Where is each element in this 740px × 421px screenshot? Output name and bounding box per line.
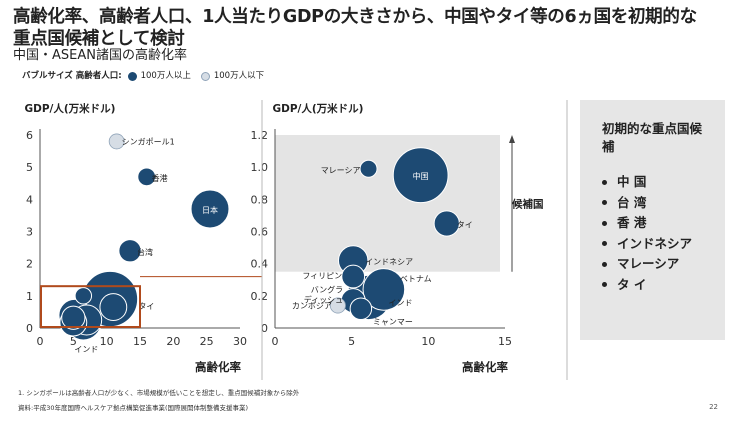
bubble-legend: バブルサイズ 高齢者人口: 100万人以上 100万人以下 <box>22 70 270 82</box>
point-label: 中国 <box>92 261 108 271</box>
point-label: マレーシア <box>321 166 361 175</box>
source-note: 資料:平成30年度国際ヘルスケア拠点構築促進事業(国際展開体制整備支援事業) <box>18 404 249 412</box>
candidate-label: 候補国 <box>512 197 544 210</box>
candidate-item: インドネシア <box>602 234 692 255</box>
y-tick-label: 0.8 <box>251 193 269 206</box>
x-axis-title: 高齢化率 <box>195 360 241 374</box>
y-tick-label: 0.4 <box>251 258 269 271</box>
point-label: タイ <box>138 302 154 311</box>
point-label: 香港 <box>152 173 168 183</box>
point-label: カンボジア <box>292 301 332 310</box>
bubble-マレーシア <box>74 287 93 305</box>
y-tick-label: 4 <box>26 193 33 206</box>
y-tick-label: 2 <box>26 258 33 271</box>
legend-large-dot <box>127 71 137 81</box>
x-tick-label: 5 <box>348 335 355 348</box>
candidate-item: 台 湾 <box>602 193 692 214</box>
y-tick-label: 0.2 <box>251 290 269 303</box>
candidate-item: 香 港 <box>602 213 692 234</box>
y-tick-label: 0 <box>26 322 33 335</box>
bubble-フィリピン <box>341 264 366 289</box>
bubble-ミャンマー <box>349 297 373 320</box>
point-label: 台湾 <box>137 247 153 257</box>
bullet-icon <box>602 261 607 267</box>
bullet-icon <box>602 282 607 288</box>
point-label: 日本 <box>202 205 218 215</box>
candidate-list: 中 国 台 湾 香 港 インドネシア マレーシア タ イ <box>602 172 692 295</box>
candidate-item: タ イ <box>602 275 692 296</box>
point-label: フィリピン <box>302 272 342 281</box>
x-tick-label: 0 <box>37 335 44 348</box>
bullet-icon <box>602 241 607 247</box>
page-number: 22 <box>709 403 718 411</box>
point-label: バングラディッシュ <box>304 285 343 305</box>
bubble-中国 <box>392 147 449 204</box>
x-tick-label: 5 <box>70 335 77 348</box>
legend-small-dot <box>200 71 210 81</box>
x-tick-label: 25 <box>200 335 214 348</box>
candidate-item: マレーシア <box>602 254 692 275</box>
point-label: インド <box>74 345 98 354</box>
y-tick-label: 1.0 <box>251 161 269 174</box>
footnote: 1. シンガポールは高齢者人口が少なく、市場規模が低いことを想定し、重点国候補対… <box>18 389 300 397</box>
bubble-カンボジア <box>329 297 346 314</box>
y-tick-label: 1.2 <box>251 129 269 142</box>
point-label: ベトナム <box>400 274 432 283</box>
x-tick-label: 30 <box>233 335 247 348</box>
y-axis-title: GDP/人(万米ドル) <box>273 102 364 115</box>
y-tick-label: 5 <box>26 161 33 174</box>
bubble-香港 <box>137 167 157 187</box>
y-tick-label: 3 <box>26 226 33 239</box>
bubble-ベトナム <box>362 268 406 311</box>
bubble-シンガポール <box>108 133 125 150</box>
legend-small-text: 100万人以下 <box>213 71 265 81</box>
y-tick-label: 1 <box>26 290 33 303</box>
y-tick-label: 6 <box>26 129 33 142</box>
bubble-台湾 <box>118 239 142 263</box>
point-label: インドネシア <box>365 257 413 266</box>
candidate-item: 中 国 <box>602 172 692 193</box>
y-tick-label: 0 <box>261 322 268 335</box>
y-tick-label: 0.6 <box>251 226 269 239</box>
arrow-up-icon <box>509 135 515 143</box>
point-label: タイ <box>457 220 473 229</box>
legend-large-text: 100万人以上 <box>140 71 191 81</box>
bubble-日本 <box>190 189 230 229</box>
bubble-タイ <box>433 210 460 237</box>
point-label: ミャンマー <box>373 318 413 327</box>
page-title: 高齢化率、高齢者人口、1人当たりGDPの大きさから、中国やタイ等の6ヵ国を初期的… <box>13 7 697 49</box>
point-label: インド <box>389 298 413 307</box>
bubble-フィリピン <box>61 305 86 330</box>
x-axis-title: 高齢化率 <box>462 360 508 374</box>
x-tick-label: 0 <box>272 335 279 348</box>
point-label: マレーシア <box>51 269 91 278</box>
zoom-box <box>40 285 141 328</box>
bubble-タイ <box>99 293 128 322</box>
point-label: 中国 <box>413 171 429 181</box>
bullet-icon <box>602 179 607 185</box>
bullet-icon <box>602 220 607 226</box>
bubble-マレーシア <box>359 159 378 178</box>
x-tick-label: 10 <box>421 335 435 348</box>
candidate-panel: 初期的な重点国候補 中 国 台 湾 香 港 インドネシア マレーシア タ イ <box>580 100 725 340</box>
panel-title: 初期的な重点国候補 <box>602 121 703 154</box>
candidate-highlight-band <box>275 135 500 272</box>
bullet-icon <box>602 200 607 206</box>
x-tick-label: 15 <box>133 335 147 348</box>
page-subtitle: 中国・ASEAN諸国の高齢化率 <box>13 48 187 63</box>
legend-label: バブルサイズ 高齢者人口: <box>22 71 122 81</box>
point-label: シンガポール1 <box>122 136 175 146</box>
x-tick-label: 20 <box>166 335 180 348</box>
x-tick-label: 10 <box>100 335 114 348</box>
y-axis-title: GDP/人(万米ドル) <box>25 102 116 115</box>
x-tick-label: 15 <box>498 335 512 348</box>
